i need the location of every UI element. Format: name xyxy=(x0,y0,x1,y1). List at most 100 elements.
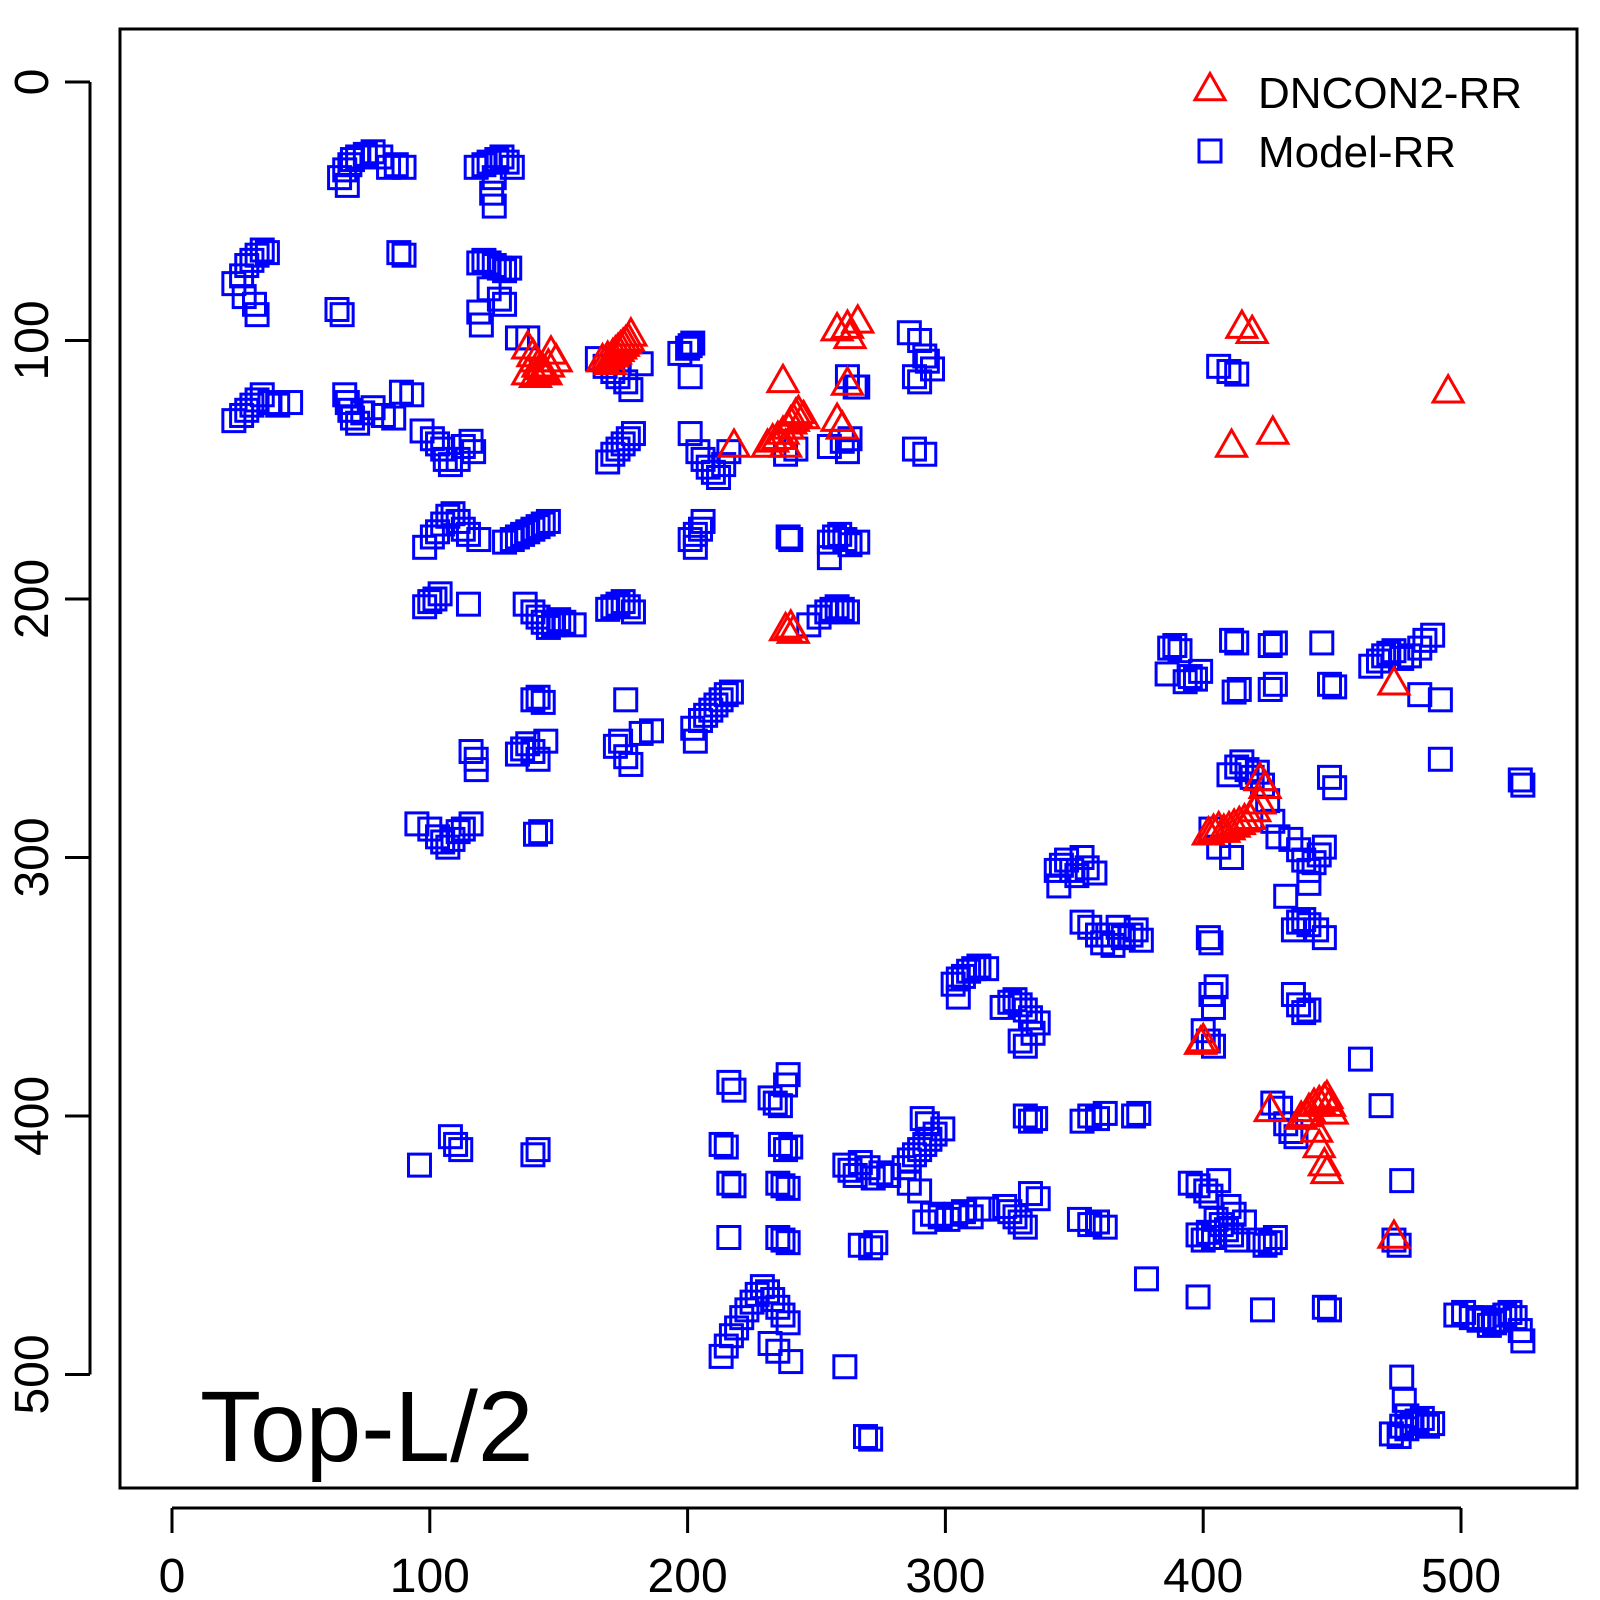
legend-marker-triangle-icon xyxy=(1192,70,1228,102)
point-model-rr xyxy=(1023,1106,1049,1132)
point-model-rr xyxy=(690,508,716,534)
plot-frame xyxy=(118,27,1579,1490)
point-model-rr xyxy=(1007,1209,1033,1235)
point-model-rr xyxy=(1311,834,1337,860)
point-model-rr xyxy=(721,1077,747,1103)
point-model-rr xyxy=(675,335,701,361)
point-model-rr xyxy=(468,312,494,338)
point-model-rr xyxy=(618,751,644,777)
point-model-rr xyxy=(615,426,641,452)
y-axis: 0 100 200 300 400 500 xyxy=(6,69,92,1415)
legend-label-dncon2-rr: DNCON2-RR xyxy=(1258,69,1522,118)
point-model-rr xyxy=(1012,1214,1038,1240)
point-model-rr xyxy=(1378,1421,1404,1447)
point-model-rr xyxy=(845,374,871,400)
point-model-rr xyxy=(461,439,487,465)
point-model-rr xyxy=(427,581,453,607)
point-model-rr xyxy=(466,527,492,553)
point-dncon2-rr xyxy=(1216,806,1252,838)
point-model-rr xyxy=(1407,635,1433,661)
point-model-rr xyxy=(1085,1106,1111,1132)
point-model-rr xyxy=(775,1175,801,1201)
point-model-rr xyxy=(381,405,407,431)
point-model-rr xyxy=(492,291,518,317)
point-model-rr xyxy=(1510,1328,1536,1354)
point-model-rr xyxy=(1414,1413,1440,1439)
point-model-rr xyxy=(535,508,561,534)
point-model-rr xyxy=(1260,1090,1286,1116)
point-model-rr xyxy=(775,1310,801,1336)
point-model-rr xyxy=(858,1235,884,1261)
point-dncon2-rr xyxy=(819,401,855,432)
point-model-rr xyxy=(443,1131,469,1157)
point-dncon2-rr xyxy=(775,613,811,644)
point-model-rr xyxy=(1226,676,1252,702)
point-model-rr xyxy=(1069,909,1095,935)
point-model-rr xyxy=(1510,772,1536,798)
point-model-rr xyxy=(1046,873,1072,899)
point-model-rr xyxy=(1121,1103,1147,1129)
point-model-rr xyxy=(249,237,275,263)
point-model-rr xyxy=(1092,1100,1118,1126)
point-model-rr xyxy=(1188,658,1214,684)
point-model-rr xyxy=(360,139,386,165)
point-model-rr xyxy=(1128,927,1154,953)
point-model-rr xyxy=(278,390,304,416)
point-model-rr xyxy=(1221,679,1247,705)
point-model-rr xyxy=(845,529,871,555)
point-model-rr xyxy=(437,452,463,478)
x-tick-label: 400 xyxy=(1163,1550,1243,1600)
point-model-rr xyxy=(1412,627,1438,653)
point-model-rr xyxy=(1262,671,1288,697)
point-model-rr xyxy=(1167,638,1193,664)
point-model-rr xyxy=(863,1230,889,1256)
point-model-rr xyxy=(834,439,860,465)
point-dncon2-rr xyxy=(819,310,855,342)
point-model-rr xyxy=(682,728,708,754)
point-model-rr xyxy=(1085,1209,1111,1235)
point-dncon2-rr xyxy=(1242,760,1278,792)
point-model-rr xyxy=(1296,912,1322,938)
point-model-rr xyxy=(716,1224,742,1250)
point-model-rr xyxy=(680,715,706,741)
point-model-rr xyxy=(561,612,587,638)
point-model-rr xyxy=(525,684,551,710)
point-model-rr xyxy=(352,141,378,167)
point-model-rr xyxy=(244,302,270,328)
point-model-rr xyxy=(1025,1186,1051,1212)
point-model-rr xyxy=(837,532,863,558)
point-model-rr xyxy=(682,534,708,560)
point-model-rr xyxy=(1311,1294,1337,1320)
point-model-rr xyxy=(458,811,484,837)
point-model-rr xyxy=(1020,1020,1046,1046)
point-model-rr xyxy=(1427,687,1453,713)
point-dncon2-rr xyxy=(592,344,628,376)
point-model-rr xyxy=(1110,925,1136,951)
point-model-rr xyxy=(376,154,402,180)
legend-item-dncon2-rr: DNCON2-RR xyxy=(1192,69,1522,118)
point-model-rr xyxy=(711,452,737,478)
point-model-rr xyxy=(1291,1000,1317,1026)
point-model-rr xyxy=(677,333,703,359)
point-model-rr xyxy=(775,1062,801,1088)
point-model-rr xyxy=(1177,1170,1203,1196)
point-model-rr xyxy=(486,286,512,312)
point-model-rr xyxy=(386,240,412,266)
y-tick-label: 0 xyxy=(6,69,59,96)
point-model-rr xyxy=(613,369,639,395)
point-dncon2-rr xyxy=(1213,426,1250,458)
point-model-rr xyxy=(682,521,708,547)
point-dncon2-rr xyxy=(1301,1083,1337,1115)
point-model-rr xyxy=(770,1173,796,1199)
point-model-rr xyxy=(445,446,471,472)
point-model-rr xyxy=(958,1204,984,1230)
point-model-rr xyxy=(706,465,732,491)
legend-item-model-rr: Model-RR xyxy=(1197,128,1456,177)
point-model-rr xyxy=(1231,1209,1257,1235)
point-model-rr xyxy=(1273,883,1299,909)
point-model-rr xyxy=(481,165,507,191)
point-model-rr xyxy=(1133,1266,1159,1292)
point-model-rr xyxy=(829,596,855,622)
point-model-rr xyxy=(1311,925,1337,951)
